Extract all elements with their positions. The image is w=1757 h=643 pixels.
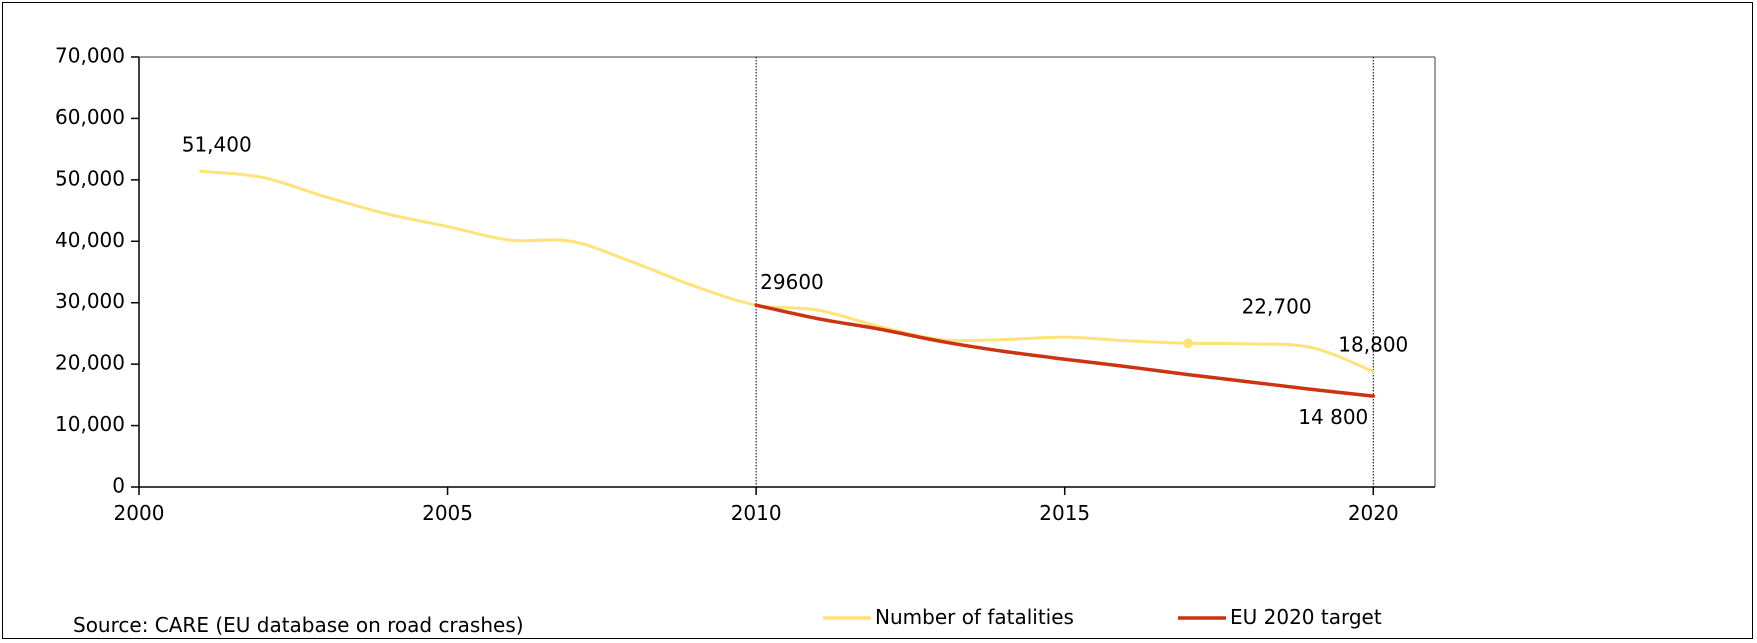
source-note: Source: CARE (EU database on road crashe… <box>73 613 524 637</box>
y-tick-label: 60,000 <box>55 105 125 129</box>
y-tick-label: 10,000 <box>55 412 125 436</box>
data-label: 14 800 <box>1298 405 1368 429</box>
x-tick-label: 2000 <box>114 501 165 525</box>
y-tick-label: 70,000 <box>55 44 125 68</box>
x-tick-label: 2010 <box>731 501 782 525</box>
data-label: 51,400 <box>182 132 252 156</box>
data-label: 22,700 <box>1242 295 1312 319</box>
highlight-point <box>1183 338 1194 349</box>
legend-label: Number of fatalities <box>875 605 1074 629</box>
y-tick-label: 30,000 <box>55 289 125 313</box>
x-tick-label: 2005 <box>422 501 473 525</box>
legend-label: EU 2020 target <box>1230 605 1382 629</box>
y-tick-label: 0 <box>112 474 125 498</box>
y-tick-label: 20,000 <box>55 351 125 375</box>
x-tick-label: 2020 <box>1348 501 1399 525</box>
y-tick-label: 50,000 <box>55 166 125 190</box>
series-line-1 <box>754 303 1376 398</box>
x-tick-label: 2015 <box>1039 501 1090 525</box>
y-tick-label: 40,000 <box>55 228 125 252</box>
fatalities-line-chart: 0 10,000 20,000 30,000 40,000 50,000 60,000 70,… <box>55 44 1436 629</box>
data-label: 29600 <box>760 270 824 294</box>
series-line-0 <box>199 169 1375 374</box>
data-label: 18,800 <box>1338 333 1408 357</box>
